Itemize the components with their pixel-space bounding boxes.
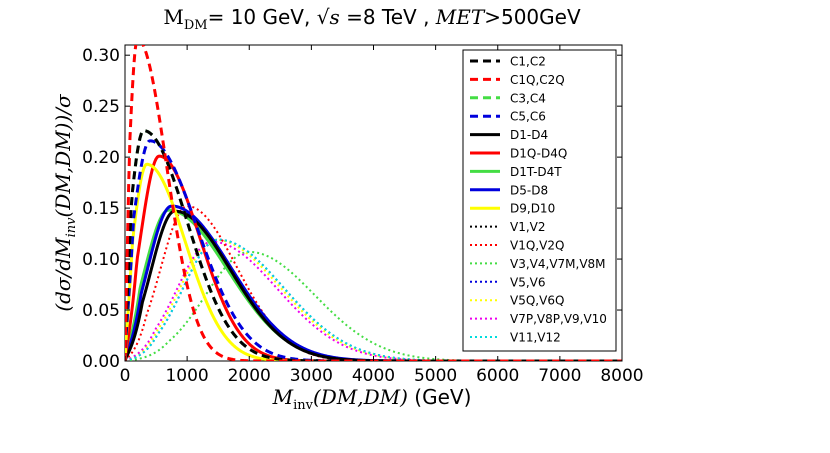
- x-tick-label: 8000: [600, 366, 643, 386]
- legend-label-d5-d8: D5-D8: [510, 183, 548, 197]
- legend-label-v1q-v2q: V1Q,V2Q: [510, 239, 564, 253]
- y-axis: 0.00 0.05 0.10 0.15 0.20 0.25 0.30: [82, 46, 622, 372]
- ylabel-subscript: inv: [64, 217, 79, 238]
- legend-label-c3-c4: C3,C4: [510, 91, 546, 105]
- x-axis-label: Minv(DM,DM) (GeV): [272, 385, 472, 413]
- title-mass-value: = 10 GeV,: [208, 5, 317, 29]
- legend-label-v1-v2: V1,V2: [510, 220, 546, 234]
- legend: C1,C2 C1Q,C2Q C3,C4 C5,C6 D1-D4 D1Q-D4Q D1T-D4…: [462, 49, 617, 352]
- legend-label-v7p-v8p-v9-v10: V7P,V8P,V9,V10: [510, 312, 607, 326]
- legend-label-v11-v12: V11,V12: [510, 331, 561, 345]
- y-tick-label: 0.00: [82, 352, 120, 372]
- legend-label-d9-d10: D9,D10: [510, 202, 555, 216]
- title-energy-value: =8 TeV ,: [340, 5, 436, 29]
- y-tick-label: 0.25: [82, 97, 120, 117]
- series-line-d9-d10: [125, 162, 622, 361]
- y-tick-label: 0.10: [82, 250, 120, 270]
- title-met-symbol: MET: [435, 5, 486, 29]
- series-line-d1q-d4q: [125, 154, 622, 361]
- xlabel-symbol: M: [272, 385, 294, 409]
- series-line-c1q-c2q: [125, 45, 622, 361]
- title-sqrt-s: √s: [317, 5, 340, 29]
- y-tick-label: 0.05: [82, 301, 120, 321]
- x-tick-label: 2000: [228, 366, 271, 386]
- y-tick-label: 0.15: [82, 199, 120, 219]
- y-tick-label: 0.20: [82, 148, 120, 168]
- y-tick-label: 0.30: [82, 46, 120, 66]
- legend-label-c5-c6: C5,C6: [510, 110, 546, 124]
- legend-label-d1-d4: D1-D4: [510, 128, 548, 142]
- x-tick-label: 5000: [414, 366, 457, 386]
- x-tick-label: 4000: [352, 366, 395, 386]
- x-tick-label: 7000: [538, 366, 581, 386]
- series-line-c5-c6: [125, 139, 622, 361]
- legend-label-d1q-d4q: D1Q-D4Q: [510, 147, 567, 161]
- y-axis-label: (dσ/dMinv(DM,DM))/σ: [51, 93, 79, 312]
- chart-title: MDM= 10 GeV, √s =8 TeV , MET>500GeV: [163, 5, 581, 33]
- legend-label-v5q-v6q: V5Q,V6Q: [510, 294, 564, 308]
- legend-label-d1t-d4t: D1T-D4T: [510, 165, 562, 179]
- x-tick-label: 3000: [290, 366, 333, 386]
- legend-label-c1q-c2q: C1Q,C2Q: [510, 73, 565, 87]
- legend-box: [462, 49, 617, 352]
- ylabel-head: (dσ/dM: [51, 237, 75, 312]
- x-tick-label: 0: [120, 366, 131, 386]
- title-met-value: >500GeV: [484, 5, 581, 29]
- legend-label-c1-c2: C1,C2: [510, 55, 546, 69]
- x-axis: 0 1000 2000 3000 4000 5000 6000 7000 8000: [120, 45, 644, 386]
- ylabel-tail: (DM,DM))/σ: [51, 93, 75, 218]
- xlabel-args: (DM,DM): [313, 385, 408, 409]
- xlabel-unit: (GeV): [408, 385, 471, 409]
- legend-label-v5-v6: V5,V6: [510, 275, 546, 289]
- xlabel-subscript: inv: [293, 398, 314, 413]
- x-tick-label: 1000: [165, 366, 208, 386]
- title-mass-subscript: DM: [184, 18, 208, 33]
- x-tick-label: 6000: [476, 366, 519, 386]
- series-line-v11-v12: [125, 238, 622, 361]
- title-mass-symbol: M: [163, 5, 183, 29]
- legend-label-v3-v4-v7m-v8m: V3,V4,V7M,V8M: [510, 257, 606, 271]
